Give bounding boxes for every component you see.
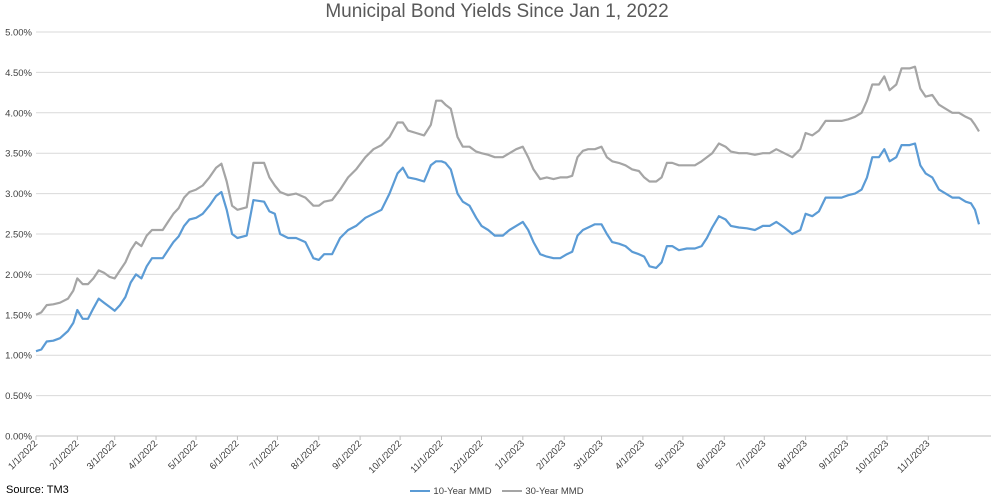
x-tick-label: 3/1/2022 bbox=[85, 438, 119, 472]
legend-item-30-year: 30-Year MMD bbox=[502, 486, 584, 497]
x-tick-label: 2/1/2023 bbox=[534, 438, 568, 472]
y-tick-label: 0.50% bbox=[5, 391, 32, 402]
x-tick-label: 5/1/2022 bbox=[166, 438, 200, 472]
legend-label-30-year: 30-Year MMD bbox=[525, 486, 584, 497]
series-lines bbox=[35, 65, 981, 353]
x-tick-label: 7/1/2023 bbox=[734, 438, 768, 472]
x-tick-label: 9/1/2022 bbox=[330, 438, 364, 472]
x-tick-label: 8/1/2022 bbox=[289, 438, 323, 472]
x-tick-label: 10/1/2022 bbox=[367, 438, 405, 476]
legend-swatch-10-year bbox=[410, 490, 431, 493]
chart-title: Municipal Bond Yields Since Jan 1, 2022 bbox=[325, 1, 668, 22]
y-axis-tick-labels: 0.00% 0.50% 1.00% 1.50% 2.00% 2.50% 3.00% 3.50%… bbox=[5, 28, 32, 443]
x-tick-label: 4/1/2022 bbox=[126, 438, 160, 472]
y-tick-label: 1.50% bbox=[5, 310, 32, 321]
x-tick-label: 3/1/2023 bbox=[572, 438, 606, 472]
source-note: Source: TM3 bbox=[6, 484, 69, 496]
x-tick-label: 5/1/2023 bbox=[653, 438, 687, 472]
legend-label-10-year: 10-Year MMD bbox=[433, 486, 492, 497]
y-tick-label: 5.00% bbox=[5, 28, 32, 39]
x-tick-label: 8/1/2023 bbox=[776, 438, 810, 472]
y-tick-label: 1.00% bbox=[5, 351, 32, 362]
x-tick-label: 7/1/2022 bbox=[248, 438, 282, 472]
x-tick-label: 6/1/2023 bbox=[694, 438, 728, 472]
legend-swatch-30-year bbox=[502, 490, 523, 493]
x-tick-label: 4/1/2023 bbox=[613, 438, 647, 472]
x-tick-label: 11/1/2022 bbox=[408, 438, 445, 475]
legend-item-10-year: 10-Year MMD bbox=[410, 486, 492, 497]
x-axis-tick-labels: 1/1/2022 2/1/2022 3/1/2022 4/1/2022 5/1/2022… bbox=[6, 436, 932, 476]
legend: 10-Year MMD 30-Year MMD bbox=[0, 486, 994, 497]
y-tick-label: 4.00% bbox=[5, 108, 32, 119]
x-tick-label: 9/1/2023 bbox=[817, 438, 851, 472]
x-tick-label: 11/1/2023 bbox=[895, 438, 932, 475]
x-tick-label: 1/1/2023 bbox=[493, 438, 527, 472]
x-tick-label: 12/1/2022 bbox=[448, 438, 486, 476]
y-tick-label: 3.00% bbox=[5, 189, 32, 200]
x-tick-label: 1/1/2022 bbox=[6, 438, 40, 472]
y-tick-label: 3.50% bbox=[5, 149, 32, 160]
x-tick-label: 10/1/2023 bbox=[853, 438, 891, 476]
y-tick-label: 4.50% bbox=[5, 68, 32, 79]
x-tick-label: 2/1/2022 bbox=[48, 438, 82, 472]
y-tick-label: 2.00% bbox=[5, 270, 32, 281]
grid-lines bbox=[36, 31, 991, 437]
x-tick-label: 6/1/2022 bbox=[208, 438, 242, 472]
series-line-30-year-mmd bbox=[35, 65, 980, 316]
y-tick-label: 0.00% bbox=[5, 432, 32, 443]
y-tick-label: 2.50% bbox=[5, 230, 32, 241]
series-line-10-year-mmd bbox=[35, 142, 981, 353]
